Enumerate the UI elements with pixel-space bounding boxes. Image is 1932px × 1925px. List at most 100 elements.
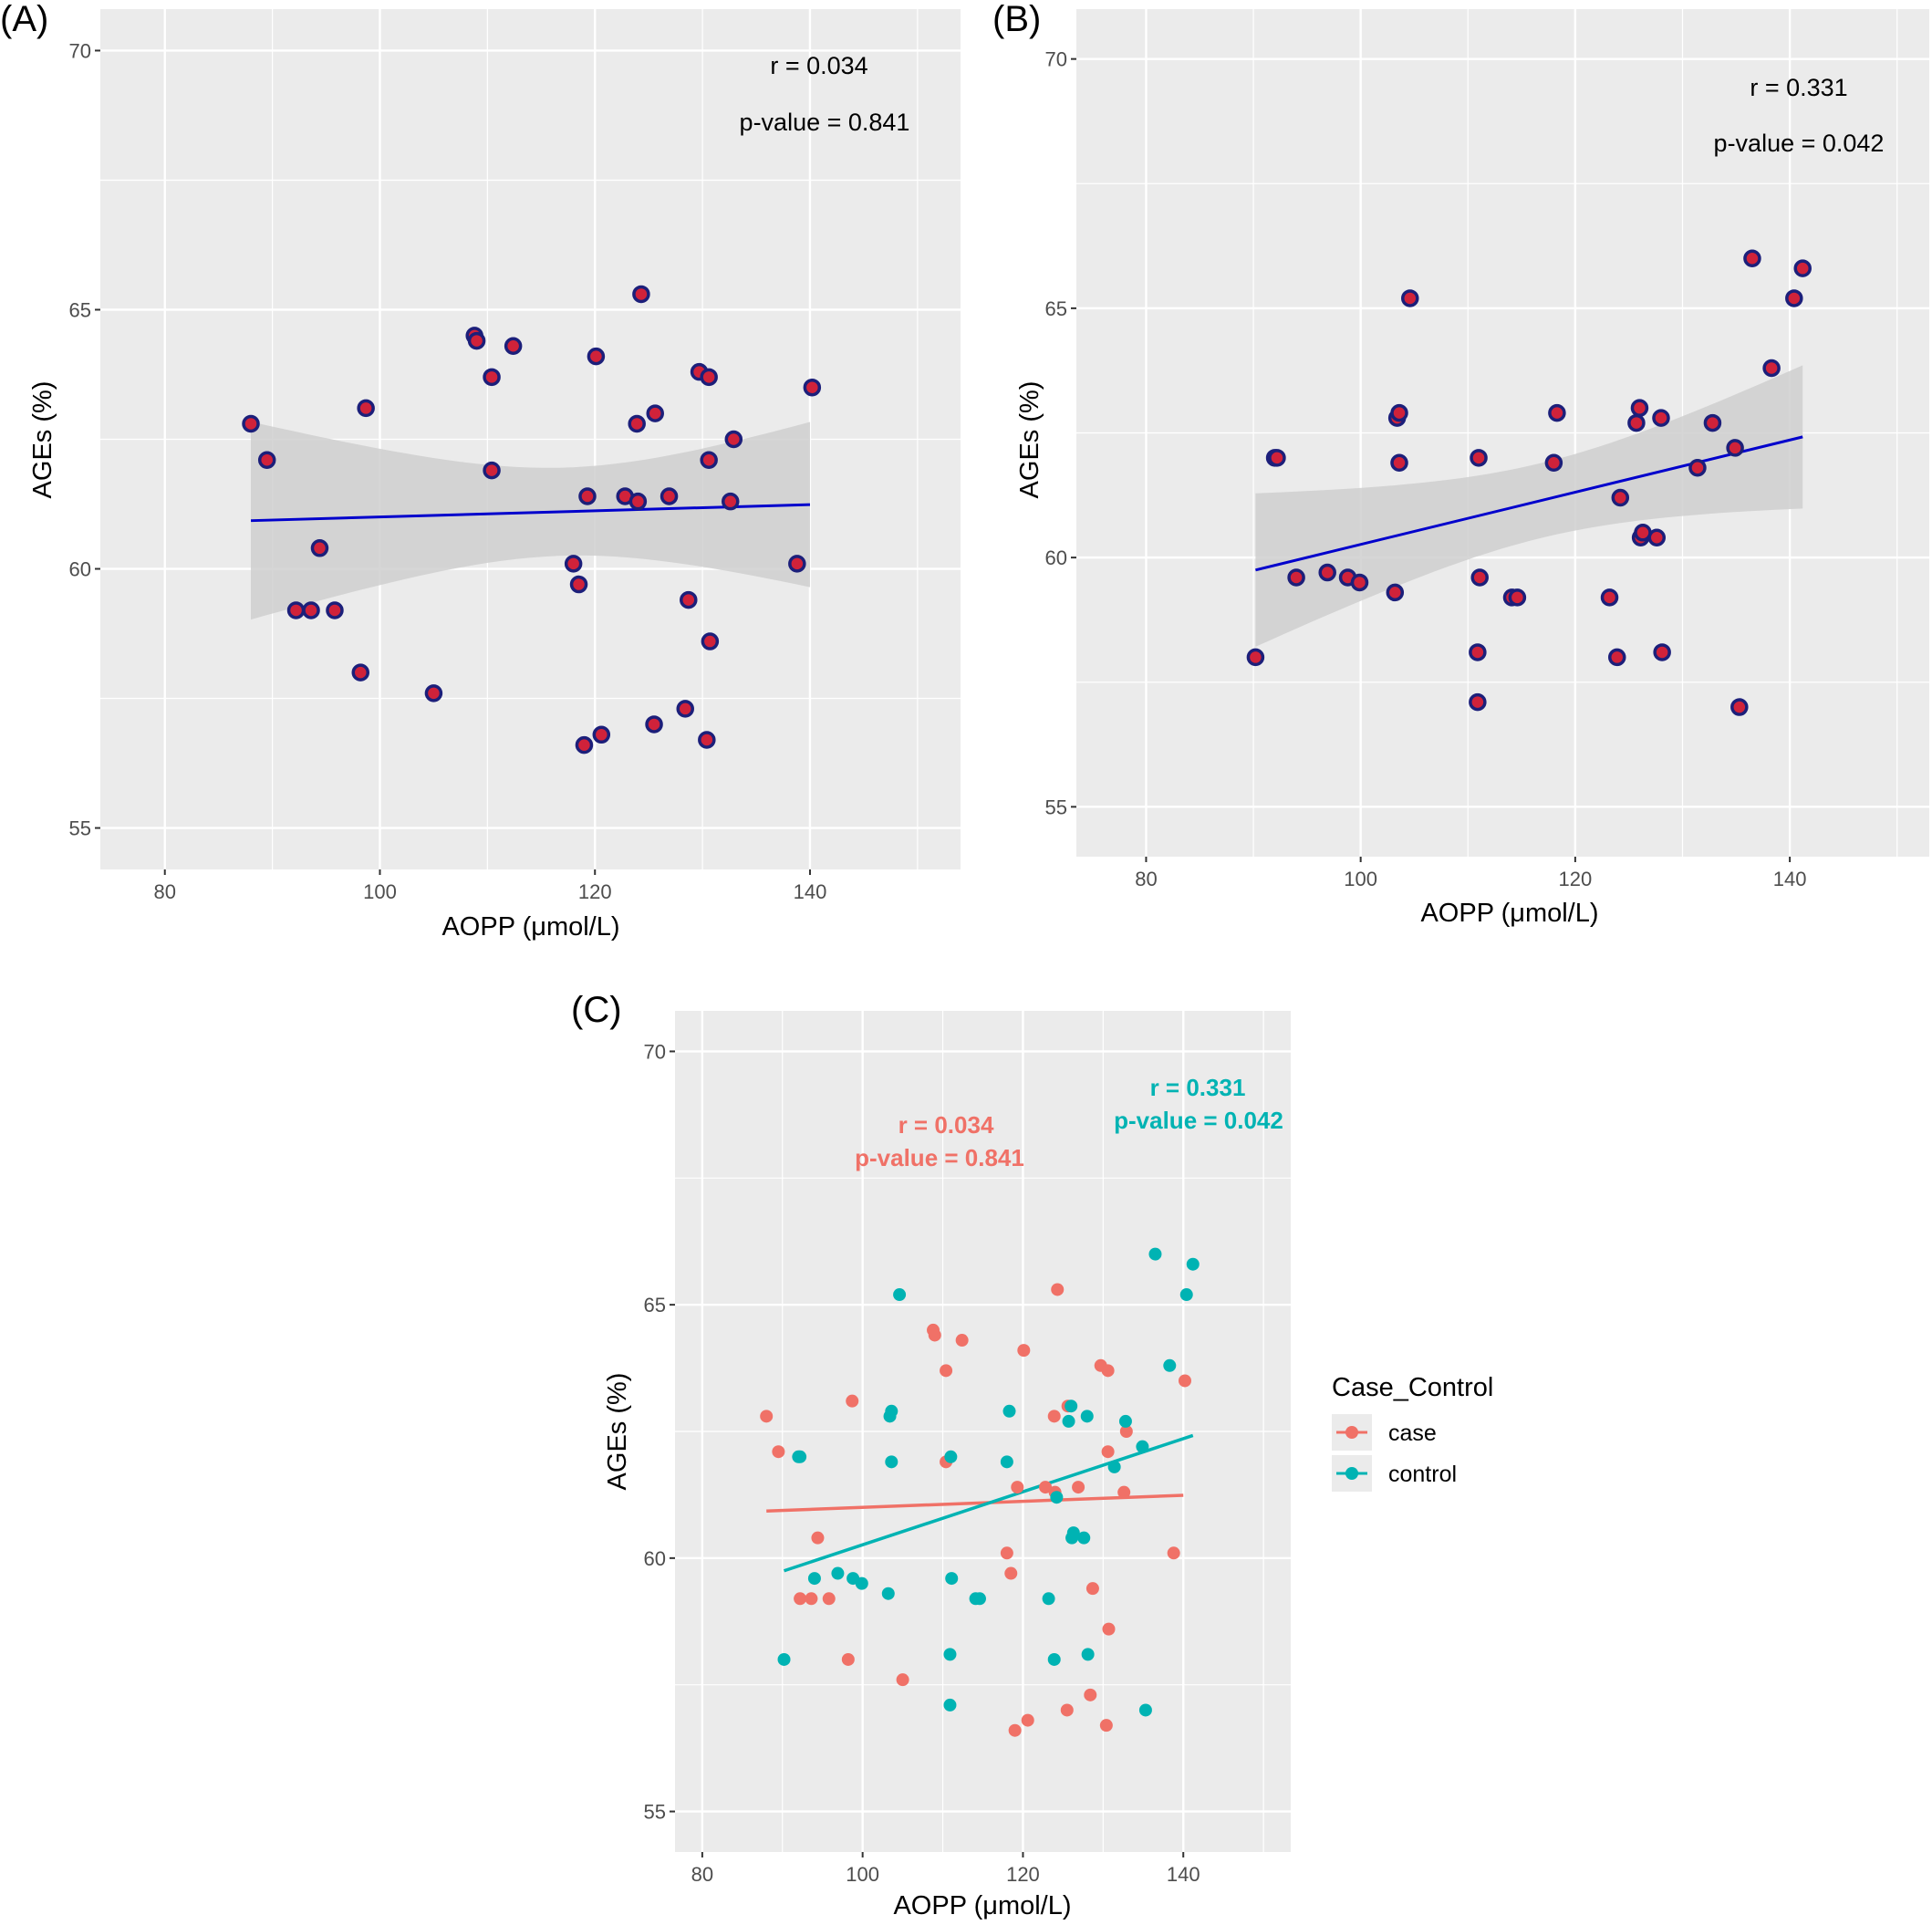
data-point-control <box>777 1652 791 1666</box>
data-point <box>1611 488 1630 507</box>
data-point <box>628 414 646 433</box>
data-point-control <box>1062 1414 1075 1428</box>
data-point <box>1268 449 1286 467</box>
data-point <box>1647 528 1667 547</box>
panel-c-control-r-annotation: r = 0.331 <box>1150 1074 1246 1101</box>
data-point <box>1548 403 1566 422</box>
data-point-control <box>945 1572 959 1586</box>
data-point-control <box>1179 1288 1193 1302</box>
panel-a-r-annotation: r = 0.034 <box>770 52 867 79</box>
data-point <box>286 601 306 619</box>
data-point <box>1390 453 1408 473</box>
trend-line <box>783 1433 1194 1573</box>
data-point-control <box>1136 1440 1149 1453</box>
data-point <box>698 731 716 749</box>
data-point <box>646 404 664 422</box>
data-point <box>1470 449 1488 467</box>
data-point-control <box>855 1576 868 1590</box>
y-tick-label: 60 <box>69 558 91 581</box>
y-tick-label: 65 <box>69 298 91 321</box>
legend-key-control-dot <box>1345 1467 1358 1480</box>
data-point <box>700 368 718 387</box>
data-point-control <box>831 1566 845 1580</box>
panel-b-points <box>1246 249 1812 716</box>
data-point <box>310 539 329 557</box>
data-point-case <box>1101 1445 1115 1459</box>
data-point <box>483 461 501 480</box>
data-point-case <box>1021 1713 1034 1727</box>
data-point <box>592 725 611 744</box>
x-tick-label: 100 <box>363 880 397 903</box>
data-point <box>660 487 679 505</box>
data-point-case <box>1178 1374 1191 1388</box>
x-tick-label: 120 <box>1559 868 1593 890</box>
data-point-case <box>1004 1566 1018 1580</box>
data-point <box>628 492 648 511</box>
y-tick-label: 65 <box>644 1294 666 1316</box>
panel-a-x-axis-title: AOPP (μmol/L) <box>441 912 619 942</box>
panel-b-r-annotation: r = 0.331 <box>1750 74 1847 101</box>
data-point <box>357 399 375 418</box>
data-point <box>1287 568 1305 587</box>
data-point <box>326 601 344 619</box>
data-point-control <box>1081 1648 1095 1661</box>
data-point-case <box>940 1364 953 1378</box>
y-tick-label: 70 <box>1045 48 1067 71</box>
data-point-control <box>1080 1410 1094 1423</box>
data-point <box>1653 643 1671 661</box>
data-point <box>1703 413 1722 432</box>
data-point <box>632 285 650 304</box>
data-point <box>1469 692 1487 712</box>
data-point-case <box>1039 1481 1053 1494</box>
panel-c-x-axis-title: AOPP (μmol/L) <box>893 1891 1071 1920</box>
panel-b-trend-line <box>1255 435 1803 572</box>
data-point <box>1246 648 1265 667</box>
data-point-control <box>943 1698 957 1712</box>
data-point-case <box>1085 1582 1099 1596</box>
data-point-control <box>807 1572 821 1586</box>
data-point <box>1469 643 1487 661</box>
data-point-case <box>1072 1481 1085 1494</box>
panel-b-x-axis-title: AOPP (μmol/L) <box>1420 899 1598 928</box>
x-tick-label: 120 <box>1006 1863 1040 1886</box>
trend-line <box>1255 435 1803 572</box>
data-point <box>257 451 276 469</box>
data-point-case <box>760 1410 774 1423</box>
data-point <box>1785 289 1803 307</box>
legend-label-case: case <box>1388 1420 1437 1446</box>
legend-label-control: control <box>1388 1462 1457 1487</box>
data-point <box>1743 249 1761 267</box>
data-point-case <box>1051 1283 1065 1296</box>
data-point <box>1390 403 1408 422</box>
data-point <box>700 451 718 469</box>
panel-c-points <box>760 1247 1200 1737</box>
panel-c-case-p-annotation: p-value = 0.841 <box>855 1144 1024 1171</box>
panel-c-x-tick-labels: 80 100 120 140 <box>691 1852 1200 1886</box>
panel-c-trend-lines <box>766 1433 1194 1573</box>
data-point-control <box>1000 1455 1013 1469</box>
data-point-case <box>1084 1688 1097 1701</box>
data-point <box>1600 588 1619 607</box>
data-point <box>578 487 597 505</box>
data-point-case <box>846 1394 859 1408</box>
data-point-case <box>822 1592 836 1606</box>
data-point-control <box>1107 1460 1121 1473</box>
trend-line <box>766 1493 1184 1513</box>
data-point <box>564 555 583 573</box>
data-point-control <box>1118 1414 1132 1428</box>
data-point-case <box>955 1334 969 1348</box>
x-tick-label: 80 <box>1135 868 1157 890</box>
data-point <box>1762 359 1781 378</box>
data-point-control <box>1066 1526 1080 1540</box>
data-point-case <box>794 1592 807 1606</box>
x-tick-label: 80 <box>153 880 175 903</box>
data-point <box>302 601 320 619</box>
panel-c: (C) 55 60 65 70 80 100 120 140 AOPP (μmol/L) A… <box>571 990 1493 1920</box>
panel-a-points <box>242 285 822 754</box>
data-point-control <box>1065 1400 1078 1413</box>
data-point-control <box>881 1587 895 1600</box>
data-point <box>1652 409 1670 427</box>
data-point-case <box>1008 1723 1022 1737</box>
panel-c-control-p-annotation: p-value = 0.042 <box>1114 1107 1283 1134</box>
data-point <box>569 575 588 594</box>
